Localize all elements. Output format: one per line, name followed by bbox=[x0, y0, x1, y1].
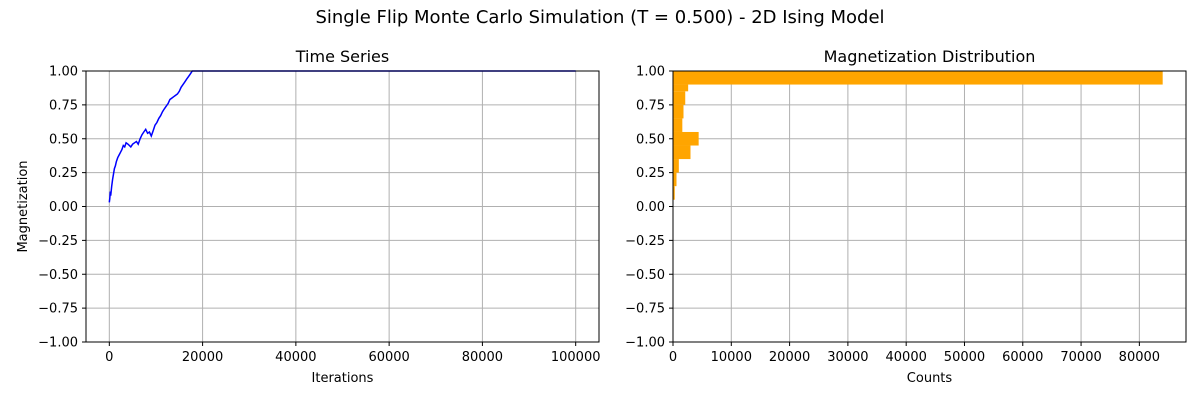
ts-ytick-label-8: 1.00 bbox=[49, 65, 78, 80]
time-series-ylabel: Magnetization bbox=[16, 160, 31, 252]
dist-xtick-label-2: 20000 bbox=[769, 350, 810, 365]
dist-bar-8 bbox=[673, 84, 689, 92]
dist-bar-5 bbox=[673, 118, 683, 132]
dist-bar-2 bbox=[673, 159, 679, 173]
dist-bar-0 bbox=[673, 186, 675, 200]
dist-bar-7 bbox=[673, 91, 686, 105]
ts-xtick-label-4: 80000 bbox=[462, 350, 503, 365]
ts-ytick-label-6: 0.50 bbox=[49, 132, 78, 147]
dist-ytick-label-7: 0.75 bbox=[636, 98, 665, 113]
distribution-xlabel: Counts bbox=[907, 371, 953, 386]
dist-ytick-label-2: −0.50 bbox=[625, 268, 665, 283]
ts-ytick-label-4: 0.00 bbox=[49, 200, 78, 215]
time-series-title: Time Series bbox=[295, 47, 389, 66]
ts-ytick-label-0: −1.00 bbox=[38, 336, 78, 351]
figure-title: Single Flip Monte Carlo Simulation (T = … bbox=[315, 7, 884, 28]
dist-ytick-label-6: 0.50 bbox=[636, 132, 665, 147]
ts-xtick-label-5: 100000 bbox=[551, 350, 601, 365]
time-series-axes: Time Series Iterations Magnetization 0 20… bbox=[16, 47, 601, 386]
ts-xtick-label-2: 40000 bbox=[275, 350, 316, 365]
ts-xtick-label-3: 60000 bbox=[368, 350, 409, 365]
dist-xtick-label-1: 10000 bbox=[711, 350, 752, 365]
dist-xtick-label-5: 50000 bbox=[944, 350, 985, 365]
dist-xtick-label-3: 30000 bbox=[827, 350, 868, 365]
dist-ytick-label-4: 0.00 bbox=[636, 200, 665, 215]
ts-ytick-label-2: −0.50 bbox=[38, 268, 78, 283]
ts-ytick-label-7: 0.75 bbox=[49, 98, 78, 113]
ts-ytick-label-5: 0.25 bbox=[49, 166, 78, 181]
distribution-axes: Magnetization Distribution Counts 0 10000… bbox=[625, 47, 1187, 386]
dist-ytick-label-3: −0.25 bbox=[625, 234, 665, 249]
dist-bar-9 bbox=[673, 71, 1163, 85]
ts-xtick-label-1: 20000 bbox=[182, 350, 223, 365]
dist-bar-6 bbox=[673, 104, 684, 119]
dist-xtick-label-6: 60000 bbox=[1002, 350, 1043, 365]
dist-xtick-label-8: 80000 bbox=[1119, 350, 1160, 365]
dist-bar-1 bbox=[673, 172, 677, 187]
ts-xtick-label-0: 0 bbox=[105, 350, 113, 365]
dist-bar-4 bbox=[673, 131, 699, 146]
time-series-xlabel: Iterations bbox=[312, 371, 374, 386]
dist-ytick-label-1: −0.75 bbox=[625, 302, 665, 317]
dist-ytick-label-8: 1.00 bbox=[636, 65, 665, 80]
ts-ytick-label-3: −0.25 bbox=[38, 234, 78, 249]
distribution-title: Magnetization Distribution bbox=[824, 47, 1036, 66]
dist-ytick-label-5: 0.25 bbox=[636, 166, 665, 181]
ts-ytick-label-1: −0.75 bbox=[38, 302, 78, 317]
dist-bar-3 bbox=[673, 145, 691, 160]
dist-xtick-label-7: 70000 bbox=[1060, 350, 1101, 365]
dist-ytick-label-0: −1.00 bbox=[625, 336, 665, 351]
dist-xtick-label-4: 40000 bbox=[886, 350, 927, 365]
ts-series-line-0 bbox=[108, 70, 576, 203]
dist-xtick-label-0: 0 bbox=[669, 350, 677, 365]
